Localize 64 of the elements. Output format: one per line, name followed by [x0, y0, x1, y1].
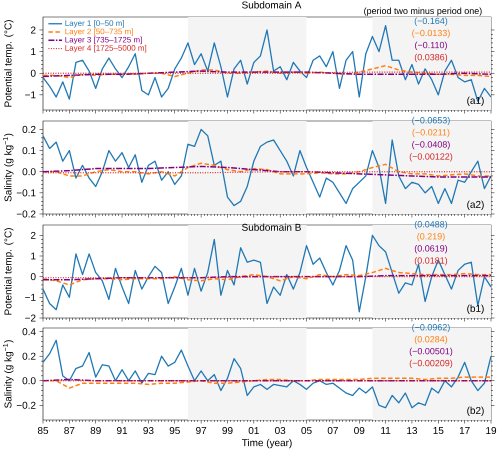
- x-tick-label: 89: [90, 427, 101, 434]
- y-tick-label: 0.0: [22, 168, 36, 176]
- y-tick-label: −1: [25, 91, 36, 98]
- x-tick-label: 85: [38, 427, 48, 434]
- y-tick-label: 1: [31, 252, 36, 260]
- annotation: (−0.00501): [410, 348, 452, 356]
- y-tick-label: −0.2: [16, 402, 36, 409]
- annotation: (−0.110): [415, 42, 447, 50]
- y-tick-label: −0.2: [16, 210, 36, 218]
- x-tick-label: 13: [407, 427, 418, 434]
- chart-title: Subdomain B: [242, 224, 301, 231]
- y-tick-label: 2: [30, 232, 36, 239]
- x-tick-label: 87: [64, 427, 74, 434]
- text: (period two minus period one): [364, 7, 482, 16]
- y-tick-label: −1: [25, 294, 36, 301]
- y-axis-title: Salinity (g kg$^{−1}$): [3, 134, 14, 202]
- annotation: (b2): [467, 406, 484, 416]
- y-tick-label: −2: [25, 314, 36, 322]
- x-tick-label: 07: [328, 427, 338, 434]
- annotation: (−0.00209): [410, 360, 452, 368]
- annotation: (0.0386): [414, 54, 448, 62]
- y-tick-label: 1: [31, 48, 36, 56]
- y-axis-title: Potential temp. (°C): [4, 20, 14, 107]
- y-tick-label: 0: [30, 70, 36, 77]
- annotation: (0.219): [417, 232, 445, 242]
- annotation: (−0.0211): [412, 128, 450, 138]
- x-tick-label: 93: [143, 427, 154, 434]
- annotation: (−0.0408): [412, 140, 450, 150]
- y-tick-label: 0.1: [22, 147, 36, 154]
- y-tick-label: 0: [30, 273, 36, 280]
- annotation: (−0.00122): [410, 153, 452, 162]
- y-tick-label: 0.2: [22, 126, 36, 133]
- x-axis-title: Time (year): [242, 438, 292, 448]
- x-tick-label: 97: [196, 427, 206, 434]
- y-tick-label: −0.1: [16, 189, 36, 196]
- chart-title: Subdomain A: [242, 1, 302, 8]
- annotation: (0.0488): [414, 220, 448, 230]
- y-axis-title: Potential temp. (°C): [4, 228, 14, 315]
- x-tick-label: 03: [275, 427, 286, 434]
- annotation: (a2): [467, 200, 484, 210]
- x-tick-label: 15: [434, 427, 444, 434]
- x-tick-label: 91: [116, 427, 128, 434]
- annotation: (b1): [467, 304, 484, 314]
- x-tick-label: 05: [301, 427, 312, 434]
- x-tick-label: 17: [460, 427, 470, 434]
- y-tick-label: 0.0: [22, 377, 36, 384]
- x-tick-label: 01: [248, 427, 259, 434]
- annotation: (0.0284): [414, 336, 448, 344]
- annotation: (−0.0962): [412, 324, 450, 332]
- y-tick-label: 2: [30, 26, 36, 34]
- annotation: (0.0619): [414, 245, 448, 254]
- annotation: (a1): [467, 96, 484, 106]
- x-tick-label: 19: [486, 427, 496, 434]
- y-tick-label: 0.2: [22, 352, 36, 360]
- annotation: (−0.164): [414, 17, 448, 26]
- line-series: [43, 234, 492, 312]
- x-tick-label: 95: [170, 427, 180, 434]
- x-tick-label: 09: [354, 427, 364, 434]
- y-tick-label: 0.4: [22, 328, 36, 336]
- x-tick-label: 99: [222, 427, 233, 434]
- annotation: (−0.0133): [412, 30, 450, 38]
- annotation: (−0.0653): [412, 116, 450, 126]
- y-axis-title: Salinity (g kg$^{−1}$): [3, 340, 14, 408]
- x-tick-label: 11: [381, 427, 390, 434]
